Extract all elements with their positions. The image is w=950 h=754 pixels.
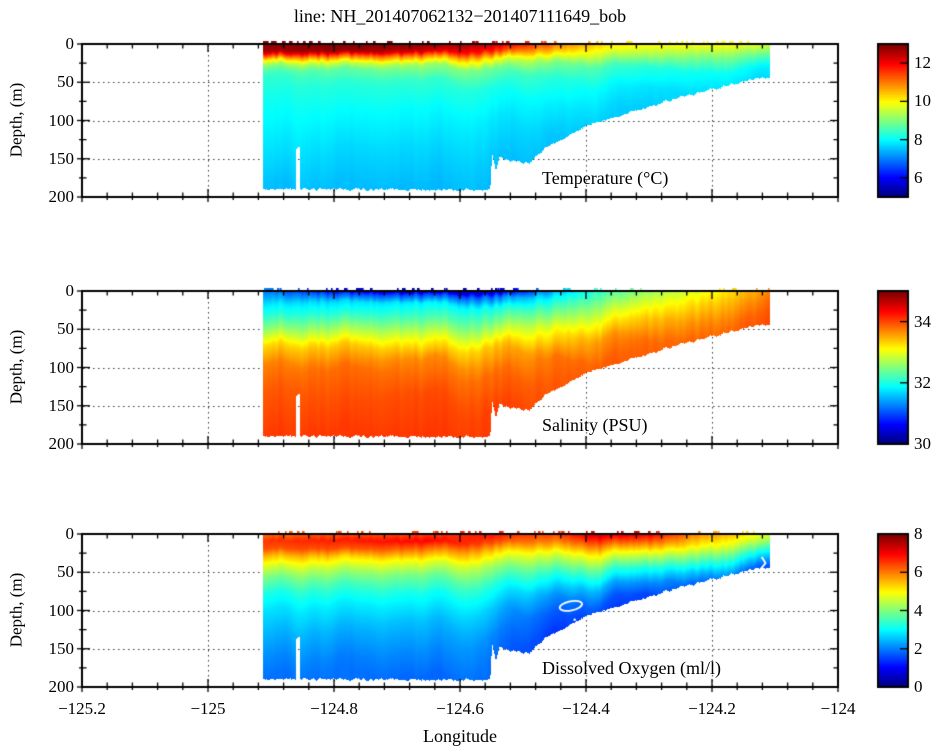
x-tick-label: −125: [190, 699, 226, 718]
colorbar-tick-label: 6: [914, 168, 923, 187]
colorbar-tick-label: 10: [914, 91, 931, 110]
colorbar-tick-label: 30: [914, 434, 931, 453]
colorbar-tick-label: 34: [914, 312, 931, 331]
y-tick-label: 200: [48, 677, 75, 696]
y-tick-label: 100: [48, 111, 75, 130]
colorbar-tick-label: 32: [914, 373, 931, 392]
x-tick-label: −124.4: [562, 699, 610, 718]
colorbar-tick-label: 0: [914, 677, 923, 696]
panel-annotation-temperature: Temperature (°C): [542, 168, 669, 188]
y-tick-label: 100: [48, 601, 75, 620]
colorbar-tick-label: 8: [914, 130, 923, 149]
colorbar-tick-label: 4: [914, 601, 923, 620]
y-tick-label: 0: [65, 281, 75, 300]
y-tick-label: 150: [48, 639, 75, 658]
y-tick-label: 50: [57, 562, 74, 581]
y-tick-label: 150: [48, 396, 75, 415]
y-tick-label: 100: [48, 358, 75, 377]
x-tick-label: −124.2: [688, 699, 736, 718]
colorbar-tick-label: 2: [914, 639, 923, 658]
y-tick-label: 200: [48, 434, 75, 453]
x-tick-label: −124.8: [310, 699, 358, 718]
colorbar-tick-label: 12: [914, 53, 931, 72]
y-tick-label: 50: [57, 319, 74, 338]
y-tick-label: 200: [48, 187, 75, 206]
x-tick-label: −125.2: [58, 699, 106, 718]
colorbar-tick-label: 8: [914, 524, 923, 543]
x-tick-label: −124.6: [436, 699, 484, 718]
panel-annotation-salinity: Salinity (PSU): [542, 415, 648, 435]
y-tick-label: 150: [48, 149, 75, 168]
y-tick-label: 0: [65, 524, 75, 543]
x-tick-label: −124: [820, 699, 856, 718]
panel-annotation-dissolved-oxygen: Dissolved Oxygen (ml/l): [542, 658, 721, 678]
y-tick-label: 50: [57, 72, 74, 91]
x-axis-label: Longitude: [423, 726, 497, 746]
figure-title: line: NH_201407062132−201407111649_bob: [293, 6, 627, 26]
y-tick-label: 0: [65, 34, 75, 53]
colorbar-tick-label: 6: [914, 562, 923, 581]
